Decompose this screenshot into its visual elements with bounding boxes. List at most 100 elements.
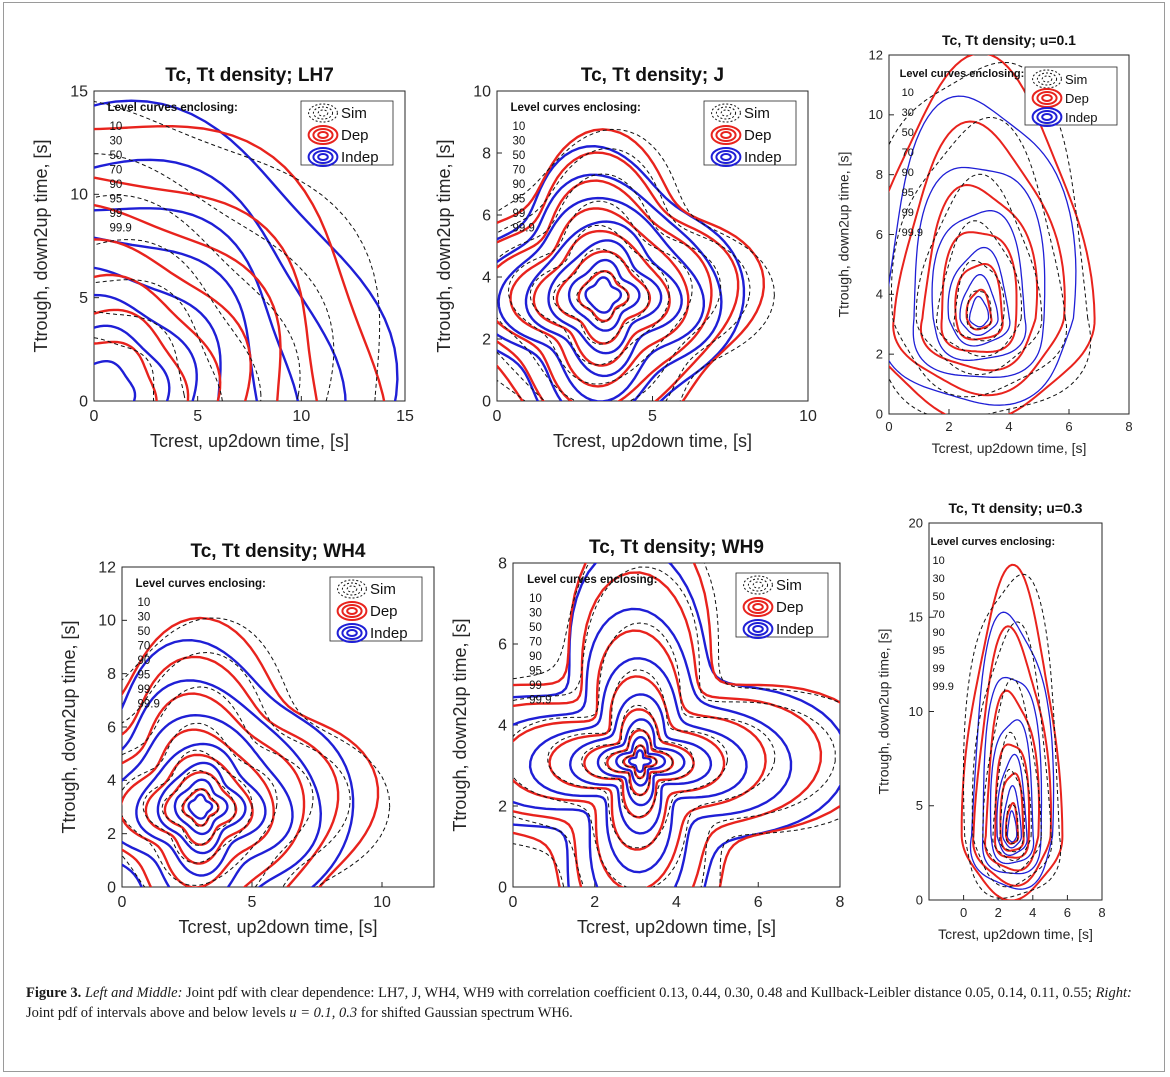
x-tick-label: 0 [960, 905, 967, 920]
y-tick-label: 15 [70, 83, 88, 100]
legend-label: Dep [744, 127, 772, 144]
x-axis-label: Tcrest, up2down time, [s] [938, 926, 1093, 942]
indep-contour [524, 220, 683, 378]
legend-icon [307, 125, 339, 145]
chart-title: Tc, Tt density; J [581, 65, 724, 86]
level-label: 90 [932, 627, 944, 639]
chart-title: Tc, Tt density; u=0.1 [942, 32, 1076, 48]
legend-label: Indep [341, 149, 379, 166]
indep-contour [122, 713, 294, 887]
level-title: Level curves enclosing: [107, 102, 237, 114]
legend-label: Sim [341, 105, 367, 122]
indep-contour [947, 246, 1011, 347]
level-label: 10 [512, 121, 525, 133]
sim-contour [94, 153, 335, 401]
sim-contour [891, 117, 1067, 398]
caption-lead-2: Right: [1095, 985, 1132, 1001]
caption-text-1: Joint pdf with clear dependence: LH7, J,… [182, 985, 1096, 1001]
x-tick-label: 0 [118, 894, 127, 911]
legend-icon [720, 153, 732, 161]
chart-title: Tc, Tt density; WH9 [589, 537, 764, 558]
sim-contour [94, 100, 381, 401]
y-tick-label: 2 [482, 331, 491, 348]
chart-title: Tc, Tt density; u=0.3 [949, 500, 1083, 516]
level-label: 99 [932, 663, 944, 675]
sim-contour [94, 311, 186, 401]
figure-frame [3, 2, 1165, 1072]
indep-contour [989, 719, 1035, 865]
legend-box [735, 572, 829, 638]
legend-label: Sim [370, 581, 396, 598]
legend-icon [1041, 75, 1053, 83]
y-tick-label: 4 [498, 717, 507, 734]
y-tick-label: 12 [869, 47, 883, 62]
level-label: 95 [529, 666, 542, 678]
level-label: 95 [137, 670, 150, 682]
chart-panel-3: Tc, Tt density; u=0.1 0 2 4 6 8 0 2 4 6 8 10 12 Tcres… [835, 32, 1132, 456]
legend-icon [1036, 110, 1058, 124]
y-tick-label: 8 [498, 555, 507, 572]
caption-label: Figure 3. [26, 985, 82, 1001]
chart-panel-2: Tc, Tt density; J 0 5 10 0 2 4 6 8 10 Tcrest, up2d… [434, 65, 817, 451]
sim-contour [122, 651, 351, 887]
y-tick-label: 12 [98, 559, 116, 576]
legend-icon [1036, 72, 1058, 86]
legend-label: Indep [1065, 110, 1098, 125]
x-tick-label: 10 [799, 408, 817, 425]
y-tick-label: 10 [70, 187, 88, 204]
indep-contour [513, 563, 840, 887]
y-tick-label: 0 [876, 406, 883, 421]
indep-contour [513, 607, 793, 887]
dep-contour [919, 183, 1039, 372]
level-label: 30 [902, 107, 914, 119]
dep-contour [94, 176, 319, 401]
legend-box [703, 100, 797, 166]
dep-contour [94, 273, 222, 401]
level-label: 95 [902, 187, 914, 199]
legend-icon [715, 128, 737, 142]
indep-contour [497, 144, 746, 401]
legend-icon [747, 622, 769, 636]
y-tick-label: 8 [482, 145, 491, 162]
indep-contour [94, 266, 222, 401]
contour-group [122, 616, 391, 887]
level-label: 70 [902, 147, 914, 159]
dep-contour [94, 238, 252, 401]
chart-panel-5: Tc, Tt density; WH9 0 2 4 6 8 0 2 4 6 8 Tcrest, up2… [450, 537, 845, 937]
legend-icon [710, 125, 742, 145]
contour-group [94, 99, 399, 401]
caption-lead: Left and Middle: [84, 985, 183, 1001]
dep-contour [555, 250, 652, 345]
y-tick-label: 6 [876, 227, 883, 242]
y-tick-label: 8 [876, 167, 883, 182]
dep-contour [940, 231, 1018, 354]
indep-contour [497, 173, 723, 401]
level-label: 70 [137, 641, 150, 653]
level-label: 90 [109, 179, 122, 191]
x-tick-label: 4 [1029, 905, 1036, 920]
dep-contour [965, 288, 993, 331]
dep-contour [94, 340, 158, 401]
y-axis-label: Ttrough, down2up time, [s] [835, 152, 851, 318]
sim-contour [580, 704, 695, 818]
dep-contour [497, 179, 713, 401]
sim-contour [122, 686, 314, 887]
level-label: 99.9 [137, 699, 159, 711]
dep-contour [548, 675, 726, 851]
indep-contour [94, 360, 137, 401]
level-label: 99.9 [902, 227, 923, 239]
sim-contour [180, 788, 219, 827]
level-label: 99 [137, 684, 150, 696]
indep-contour [912, 166, 1046, 378]
x-tick-label: 5 [248, 894, 257, 911]
sim-contour [576, 270, 629, 323]
figure-panels: Tc, Tt density; LH7 0 5 10 15 0 5 10 15 Tcrest, u… [31, 32, 1133, 942]
level-label: 50 [109, 150, 122, 162]
level-label: 10 [932, 555, 944, 567]
legend-icon [715, 150, 737, 164]
level-title: Level curves enclosing: [930, 536, 1055, 548]
x-tick-label: 15 [396, 408, 414, 425]
level-label: 70 [109, 165, 122, 177]
legend-icon [346, 629, 358, 637]
indep-contour [584, 276, 623, 314]
